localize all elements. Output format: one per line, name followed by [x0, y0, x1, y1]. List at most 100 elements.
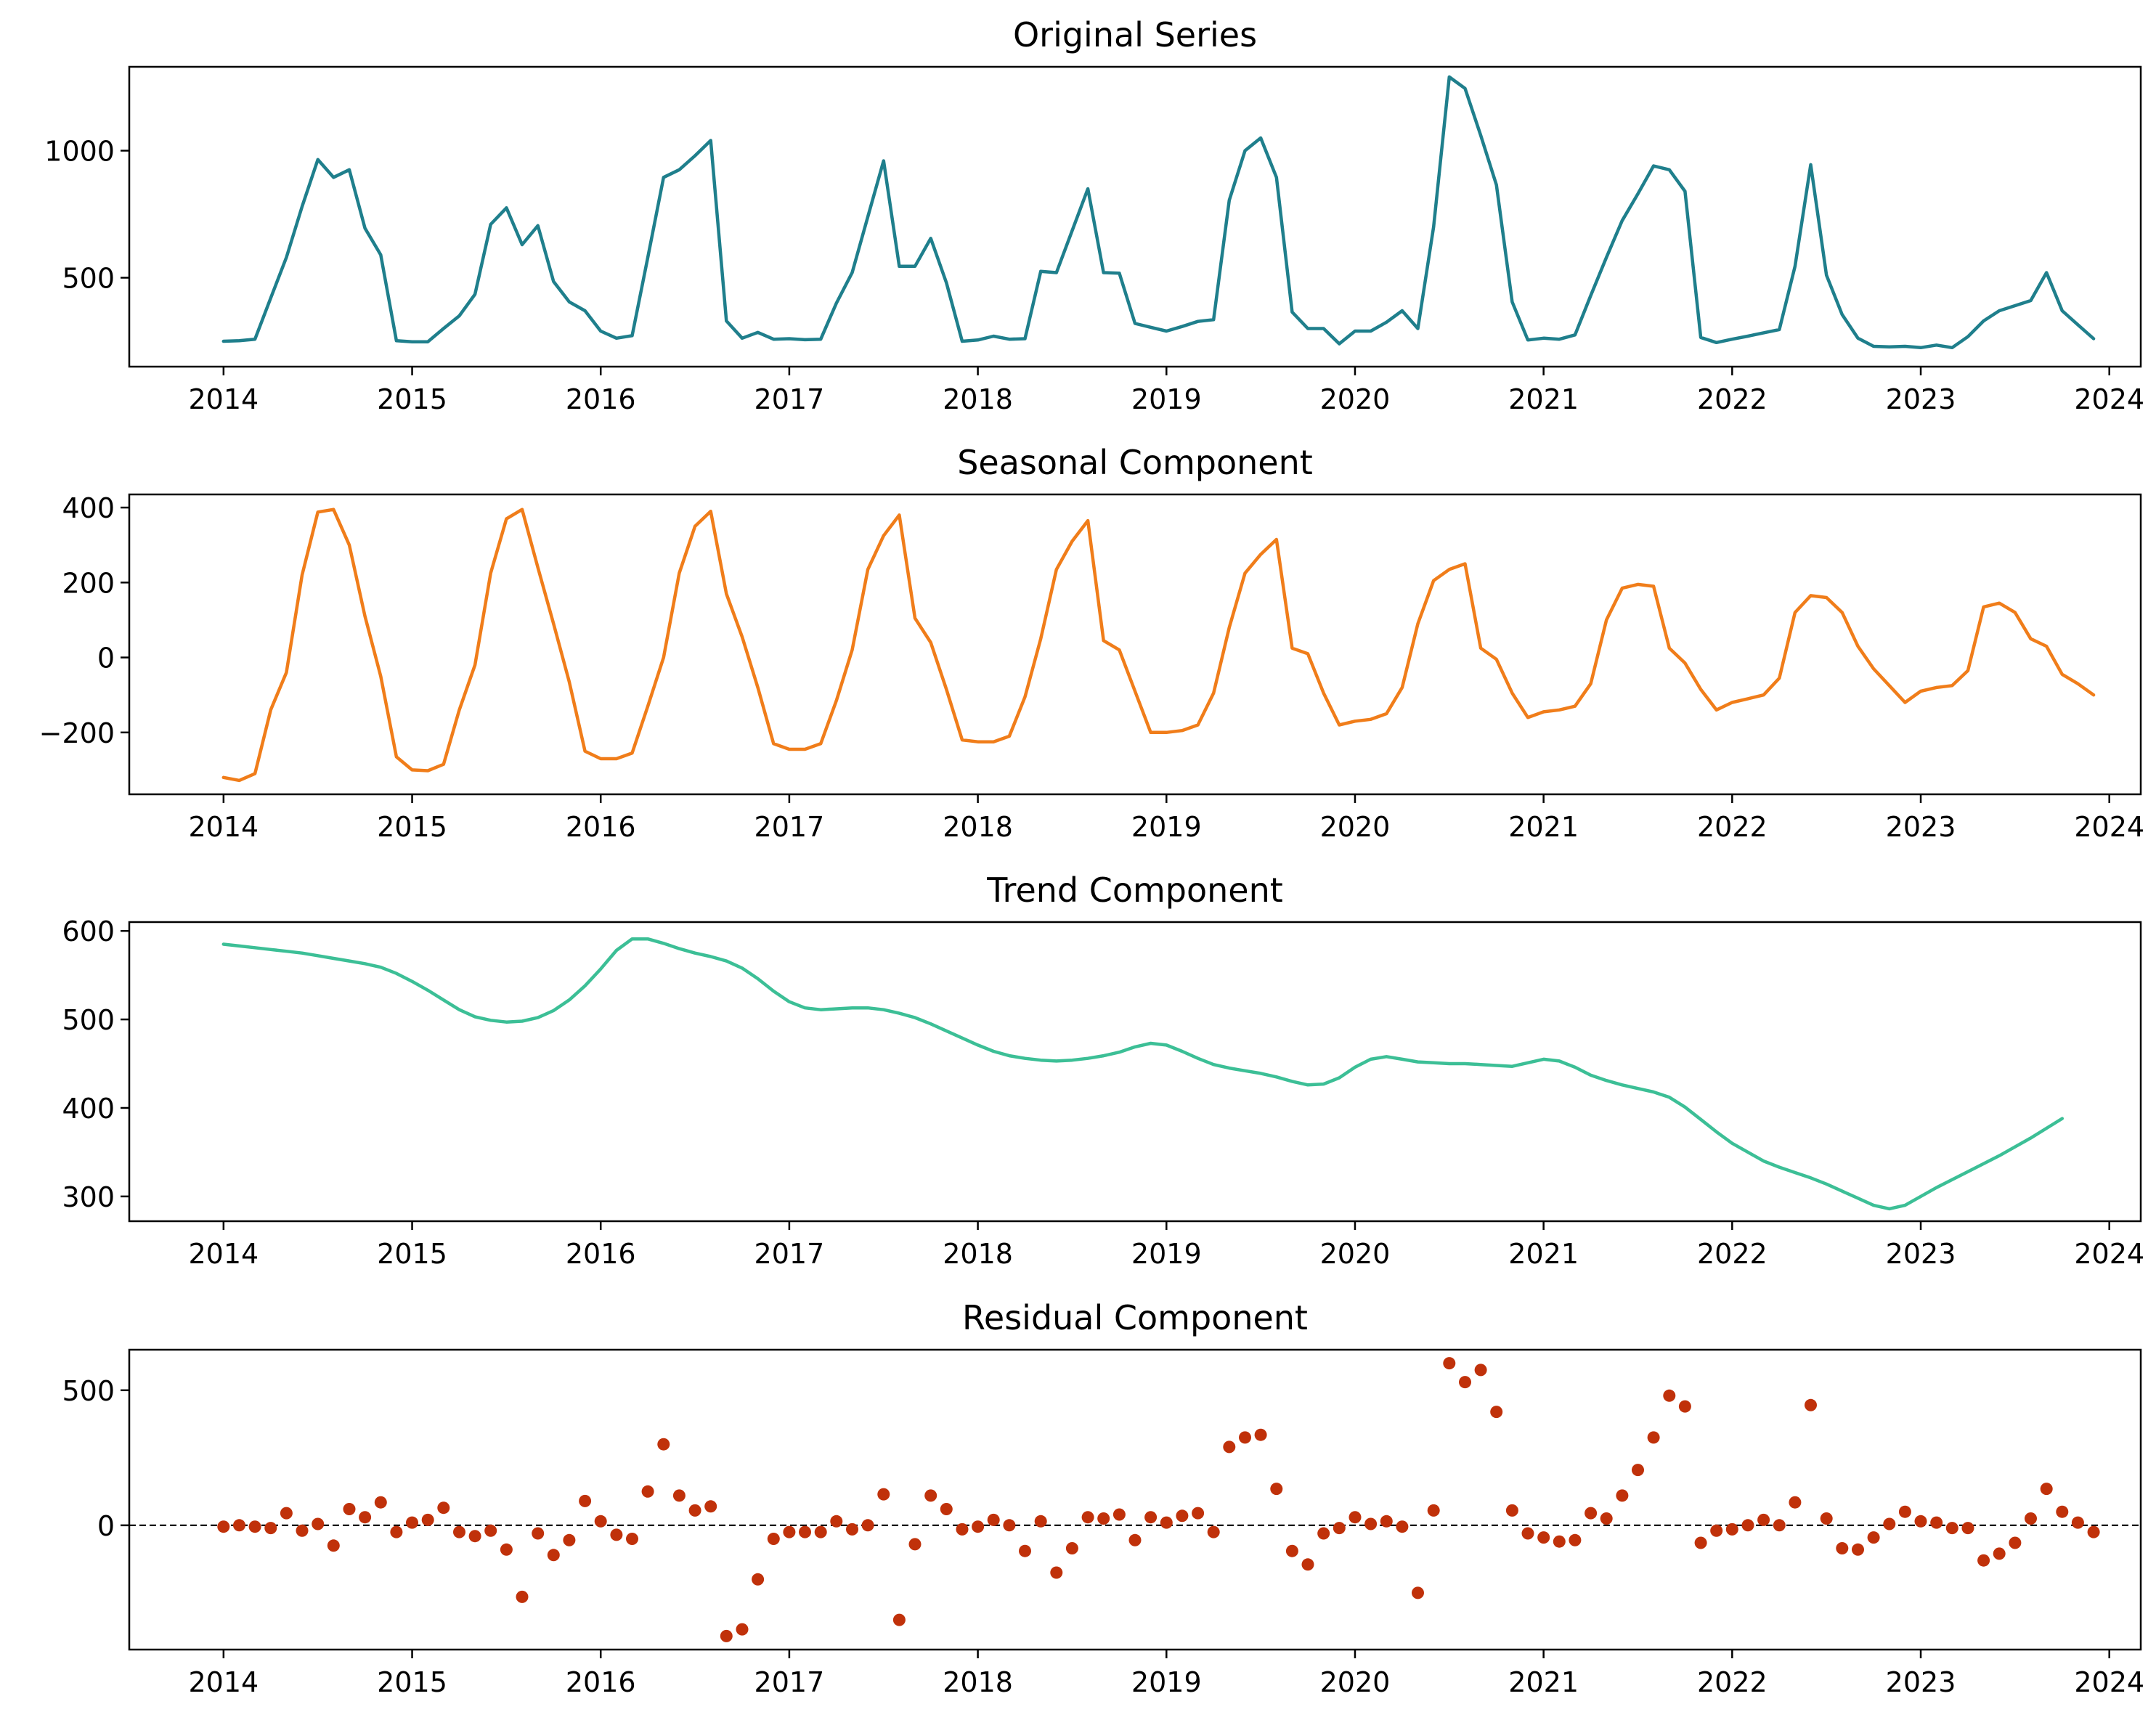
residual-point — [2025, 1512, 2037, 1525]
residual-point — [1977, 1554, 1990, 1567]
y-tick-label: 0 — [97, 1510, 115, 1542]
panel-title: Seasonal Component — [957, 443, 1313, 482]
residual-point — [390, 1525, 403, 1538]
residual-point — [610, 1528, 623, 1541]
residual-point — [657, 1438, 670, 1451]
residual-point — [532, 1527, 545, 1540]
x-tick-label: 2023 — [1886, 811, 1956, 843]
x-tick-label: 2022 — [1697, 383, 1767, 415]
residual-point — [1537, 1531, 1550, 1544]
x-tick-label: 2020 — [1320, 383, 1391, 415]
residual-point — [720, 1629, 733, 1642]
residual-point — [1364, 1517, 1378, 1531]
residual-point — [1521, 1527, 1534, 1540]
residual-point — [1380, 1515, 1393, 1528]
x-tick-label: 2024 — [2074, 1666, 2144, 1698]
residual-point — [1427, 1504, 1440, 1517]
residual-point — [626, 1533, 638, 1545]
x-tick-label: 2024 — [2074, 1238, 2144, 1270]
series-marks — [221, 508, 2096, 783]
residual-point — [1270, 1483, 1283, 1496]
x-tick-label: 2018 — [943, 811, 1013, 843]
residual-point — [1930, 1516, 1943, 1529]
y-axis: 300 400 500 600 — [62, 916, 129, 1213]
residual-point — [1789, 1496, 1802, 1509]
residual-point — [1112, 1508, 1126, 1521]
x-tick-label: 2022 — [1697, 811, 1767, 843]
residual-point — [892, 1613, 906, 1626]
residual-point — [1239, 1431, 1251, 1444]
x-axis: 2014 2015 2016 2017 2018 2019 2020 2021 2022 2023… — [188, 367, 2144, 415]
x-axis: 2014 2015 2016 2017 2018 2019 2020 2021 2022 2023… — [188, 1221, 2144, 1270]
y-tick-label: 0 — [97, 643, 115, 674]
residual-point — [1474, 1364, 1487, 1377]
y-tick-label: 500 — [62, 1375, 115, 1407]
residual-point — [296, 1524, 309, 1537]
y-tick-label: 300 — [62, 1181, 115, 1213]
x-tick-label: 2020 — [1320, 1238, 1391, 1270]
axes-frame — [128, 65, 2142, 368]
x-tick-label: 2023 — [1886, 1238, 1956, 1270]
y-tick-label: 400 — [62, 492, 115, 524]
residual-point — [406, 1516, 418, 1529]
residual-point — [752, 1573, 765, 1586]
residual-point — [767, 1533, 780, 1545]
x-tick-label: 2023 — [1886, 383, 1956, 415]
y-tick-label: 500 — [62, 263, 115, 295]
x-tick-label: 2015 — [377, 383, 447, 415]
residual-point — [924, 1489, 937, 1502]
y-tick-label: 500 — [62, 1004, 115, 1036]
axes-frame — [128, 921, 2142, 1223]
residual-point — [468, 1530, 481, 1543]
residual-point — [1050, 1566, 1063, 1579]
axes-frame — [128, 1348, 2142, 1651]
residual-point — [1034, 1515, 1047, 1528]
residual-point — [1945, 1522, 1958, 1535]
residual-point — [594, 1515, 607, 1528]
residual-point — [1805, 1398, 1817, 1411]
residual-point — [1820, 1512, 1833, 1525]
series-marks — [129, 1357, 2141, 1642]
residual-point — [1961, 1522, 1974, 1535]
panel-seasonal-component: Seasonal Component 2014 2015 2016 2017 2018 2… — [39, 443, 2144, 843]
residual-point — [1757, 1513, 1770, 1526]
residual-point — [1144, 1511, 1158, 1524]
residual-point — [1301, 1558, 1314, 1571]
residual-point — [704, 1500, 717, 1513]
residual-point — [1333, 1522, 1346, 1535]
x-tick-label: 2014 — [188, 811, 259, 843]
series-line — [221, 508, 2096, 783]
residual-point — [783, 1525, 796, 1538]
residual-point — [2071, 1516, 2084, 1529]
residual-point — [1317, 1527, 1330, 1540]
residual-point — [1160, 1516, 1173, 1529]
residual-point — [1412, 1586, 1424, 1599]
residual-point — [1003, 1519, 1016, 1532]
residual-point — [1898, 1505, 1911, 1518]
x-tick-label: 2017 — [754, 1666, 825, 1698]
residual-point — [563, 1533, 576, 1546]
residual-point — [1097, 1512, 1110, 1525]
residual-point — [1128, 1533, 1142, 1546]
residual-point — [2040, 1483, 2053, 1496]
x-tick-label: 2015 — [377, 811, 447, 843]
residual-point — [1019, 1544, 1031, 1557]
x-tick-label: 2016 — [566, 811, 636, 843]
residual-point — [1459, 1376, 1471, 1389]
residual-point — [1505, 1504, 1518, 1517]
x-tick-label: 2014 — [188, 1238, 259, 1270]
series-marks — [221, 937, 2065, 1211]
x-tick-label: 2024 — [2074, 811, 2144, 843]
residual-point — [972, 1520, 985, 1533]
panel-title: Original Series — [1013, 15, 1257, 54]
residual-point — [956, 1523, 969, 1536]
panel-residual-component: Residual Component 2014 2015 2016 2017 2018 2… — [62, 1298, 2144, 1698]
x-tick-label: 2019 — [1131, 811, 1202, 843]
residual-point — [280, 1507, 293, 1520]
residual-point — [1694, 1536, 1707, 1549]
residual-point — [233, 1519, 245, 1532]
x-tick-label: 2018 — [943, 1238, 1013, 1270]
residual-point — [1883, 1517, 1896, 1531]
residual-point — [374, 1496, 387, 1509]
